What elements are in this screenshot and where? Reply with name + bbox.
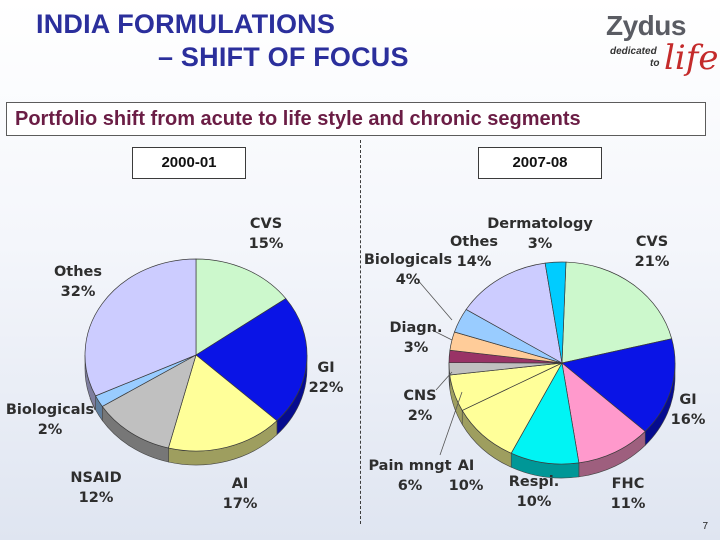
subtitle-banner: Portfolio shift from acute to life style… xyxy=(6,102,706,136)
slice-label-cns-1: CNS 2% xyxy=(403,388,436,424)
logo-brand: Zydus xyxy=(606,10,686,41)
slice-label-respi-1: Respi. 10% xyxy=(509,474,560,510)
page-title: INDIA FORMULATIONS – SHIFT OF FOCUS xyxy=(36,8,409,74)
slice-label-gi-1: GI 16% xyxy=(671,392,706,428)
slice-label-biologicals-1: Biologicals 4% xyxy=(364,252,452,288)
pie-slice-ai xyxy=(167,354,278,452)
slice-label-othes-0: Othes 32% xyxy=(54,264,102,300)
zydus-logo: Zydus dedicated to life xyxy=(592,10,718,78)
pie-slice-nsaid xyxy=(101,354,197,449)
slice-label-biologicals-0: Biologicals 2% xyxy=(6,402,94,438)
slice-label-diagn-1: Diagn. 3% xyxy=(389,320,442,356)
logo-script: life xyxy=(664,38,719,78)
year-label-2007-08: 2007-08 xyxy=(478,147,602,179)
pie-slice-othes xyxy=(84,258,197,397)
slice-label-cvs-0: CVS 15% xyxy=(249,216,284,252)
page-number: 7 xyxy=(702,521,708,532)
pie-chart-2000-01 xyxy=(84,258,308,466)
slice-label-cvs-1: CVS 21% xyxy=(635,234,670,270)
leader-line-diagn xyxy=(431,329,453,341)
slice-label-fhc-1: FHC 11% xyxy=(611,476,646,512)
leader-line-pain xyxy=(439,391,463,456)
pie-slice-gi xyxy=(561,338,676,432)
pie-slice-cvs xyxy=(195,258,287,356)
pie-slice-othes xyxy=(465,262,563,364)
title-line-2: – SHIFT OF FOCUS xyxy=(158,42,409,72)
slice-label-dermatology-1: Dermatology 3% xyxy=(487,216,593,252)
title-line-1: INDIA FORMULATIONS xyxy=(36,9,336,39)
slice-label-ai-0: AI 17% xyxy=(223,476,258,512)
slice-label-nsaid-0: NSAID 12% xyxy=(70,470,121,506)
leader-line-biologicals-2000 xyxy=(89,397,96,411)
logo-tagline-1: dedicated xyxy=(610,46,657,57)
leader-lines xyxy=(89,277,463,456)
year-label-2000-01: 2000-01 xyxy=(132,147,246,179)
slice-label-othes-1: Othes 14% xyxy=(450,234,498,270)
pie-slice-gi xyxy=(195,298,308,422)
slice-label-pain-mngt-1: Pain mngt 6% xyxy=(368,458,451,494)
slice-label-ai-1: AI 10% xyxy=(449,458,484,494)
leader-line-biologicals-2007 xyxy=(415,277,453,321)
pie-chart-2007-08 xyxy=(448,261,676,479)
logo-tagline-2: to xyxy=(650,58,660,69)
pie-slice-dermatology xyxy=(544,261,567,364)
slice-label-gi-0: GI 22% xyxy=(309,360,344,396)
pie-slice-cvs xyxy=(561,261,673,364)
chart-divider xyxy=(360,140,361,524)
pie-slice-fhc xyxy=(561,362,646,464)
leader-line-cns xyxy=(435,371,453,391)
